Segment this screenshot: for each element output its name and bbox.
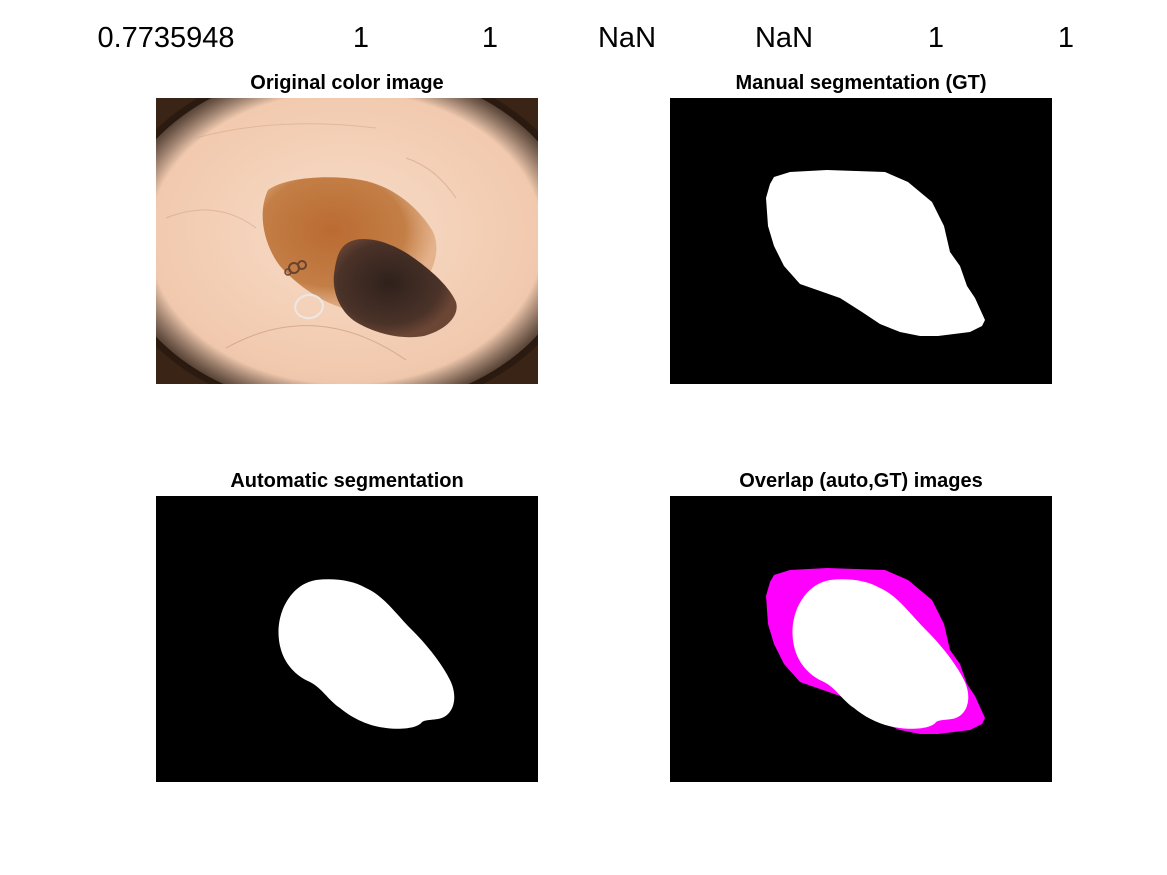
- original-image-panel: [156, 98, 538, 384]
- original-image-title: Original color image: [250, 72, 444, 94]
- metric-value-4: NaN: [597, 22, 657, 54]
- overlap-panel: [670, 496, 1052, 782]
- metric-value-7: 1: [1057, 22, 1075, 54]
- metric-value-3: 1: [481, 22, 499, 54]
- overlap-mask: [670, 496, 1052, 782]
- manual-segmentation-title: Manual segmentation (GT): [735, 72, 987, 94]
- dermoscopy-image: [156, 98, 538, 384]
- metric-value-6: 1: [927, 22, 945, 54]
- metric-value-2: 1: [352, 22, 370, 54]
- overlap-title: Overlap (auto,GT) images: [739, 470, 983, 492]
- metric-value-5: NaN: [754, 22, 814, 54]
- automatic-mask: [156, 496, 538, 782]
- automatic-segmentation-title: Automatic segmentation: [230, 470, 464, 492]
- manual-mask: [670, 98, 1052, 384]
- automatic-segmentation-panel: [156, 496, 538, 782]
- metric-value-1: 0.7735948: [97, 22, 235, 54]
- manual-segmentation-panel: [670, 98, 1052, 384]
